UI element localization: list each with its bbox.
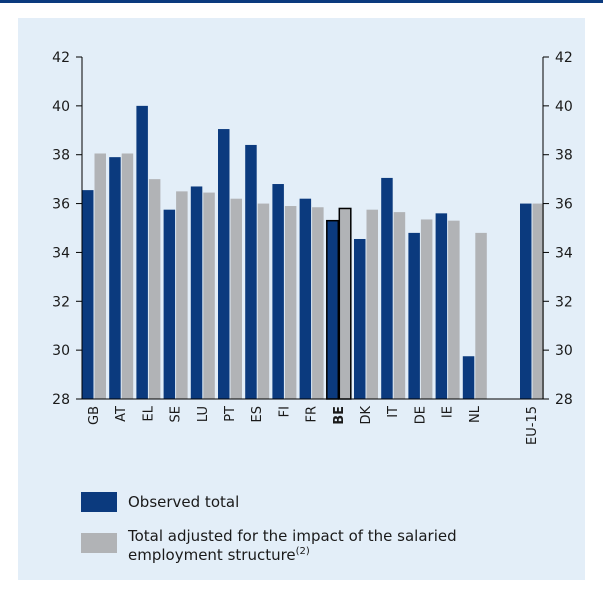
- top-rule: [0, 0, 603, 3]
- x-tick-label-it: IT: [386, 406, 401, 418]
- bar-adjusted-gb: [94, 153, 106, 399]
- x-tick-label-at: AT: [114, 406, 129, 422]
- y-tick-label-right-40: 40: [555, 99, 573, 115]
- y-tick-label-right-42: 42: [555, 50, 573, 66]
- legend-label-observed: Observed total: [128, 493, 240, 511]
- bar-observed-gb: [82, 190, 94, 399]
- y-tick-label-right-32: 32: [555, 294, 573, 310]
- y-tick-label-right-36: 36: [555, 197, 573, 213]
- bar-adjusted-de: [420, 219, 433, 399]
- bar-adjusted-eu-15: [532, 203, 544, 399]
- bar-adjusted-fi: [284, 206, 297, 399]
- bar-adjusted-it: [393, 212, 406, 399]
- bar-observed-pt: [218, 129, 230, 400]
- legend-label-adjusted-line1: Total adjusted for the impact of the sal…: [128, 527, 457, 545]
- bar-observed-el: [136, 105, 148, 399]
- x-tick-label-fi: FI: [277, 406, 292, 417]
- bar-observed-nl: [462, 356, 475, 399]
- bar-adjusted-nl: [475, 232, 487, 399]
- x-tick-label-se: SE: [169, 406, 184, 422]
- x-tick-label-de: DE: [413, 406, 428, 424]
- bar-adjusted-lu: [203, 192, 215, 399]
- x-tick-label-nl: NL: [468, 405, 483, 423]
- legend-label-adjusted-text: employment structure: [128, 546, 296, 564]
- y-tick-label-left-36: 36: [52, 197, 70, 213]
- bar-observed-dk: [354, 238, 366, 399]
- bar-adjusted-el: [148, 179, 161, 399]
- x-tick-label-ie: IE: [441, 406, 456, 418]
- bar-adjusted-at: [121, 153, 134, 399]
- y-tick-label-right-38: 38: [555, 148, 573, 164]
- x-tick-label-el: EL: [141, 405, 156, 421]
- y-tick-label-left-28: 28: [52, 392, 70, 408]
- legend-swatch-adjusted: [81, 533, 117, 553]
- bar-adjusted-se: [176, 191, 188, 399]
- x-tick-label-fr: FR: [305, 406, 320, 423]
- bar-observed-se: [163, 209, 176, 399]
- y-tick-label-right-28: 28: [555, 392, 573, 408]
- bar-observed-lu: [190, 186, 203, 399]
- x-tick-label-es: ES: [250, 406, 265, 422]
- bar-observed-be: [326, 219, 340, 400]
- bar-adjusted-fr: [312, 207, 324, 399]
- y-tick-label-right-34: 34: [555, 245, 573, 261]
- y-tick-label-left-32: 32: [52, 294, 70, 310]
- y-tick-label-left-40: 40: [52, 99, 70, 115]
- x-tick-label-pt: PT: [223, 406, 238, 422]
- x-tick-label-be: BE: [332, 406, 347, 425]
- y-tick-label-left-42: 42: [52, 50, 70, 66]
- legend-label-adjusted-line2: employment structure(2): [128, 544, 310, 563]
- bar-adjusted-be: [338, 207, 352, 400]
- x-tick-label-gb: GB: [87, 406, 102, 425]
- legend-swatch-observed: [81, 492, 117, 512]
- x-tick-label-eu-15: EU-15: [525, 406, 540, 445]
- y-tick-label-left-38: 38: [52, 148, 70, 164]
- legend-footnote-ref: (2): [295, 546, 310, 557]
- bar-observed-ie: [435, 213, 448, 399]
- y-tick-label-right-30: 30: [555, 343, 573, 359]
- bar-observed-it: [381, 177, 393, 399]
- y-tick-label-left-34: 34: [52, 245, 70, 261]
- bar-adjusted-dk: [366, 209, 378, 399]
- x-tick-label-dk: DK: [359, 406, 374, 425]
- bar-adjusted-pt: [230, 198, 242, 399]
- bar-observed-fr: [299, 198, 312, 399]
- bar-adjusted-ie: [448, 220, 460, 399]
- bar-observed-de: [408, 232, 420, 399]
- x-tick-label-lu: LU: [196, 406, 211, 422]
- bar-observed-eu-15: [520, 203, 532, 399]
- y-tick-label-left-30: 30: [52, 343, 70, 359]
- bar-observed-fi: [272, 184, 284, 399]
- bar-adjusted-es: [257, 203, 270, 399]
- bar-observed-es: [245, 144, 257, 399]
- bar-observed-at: [109, 157, 121, 399]
